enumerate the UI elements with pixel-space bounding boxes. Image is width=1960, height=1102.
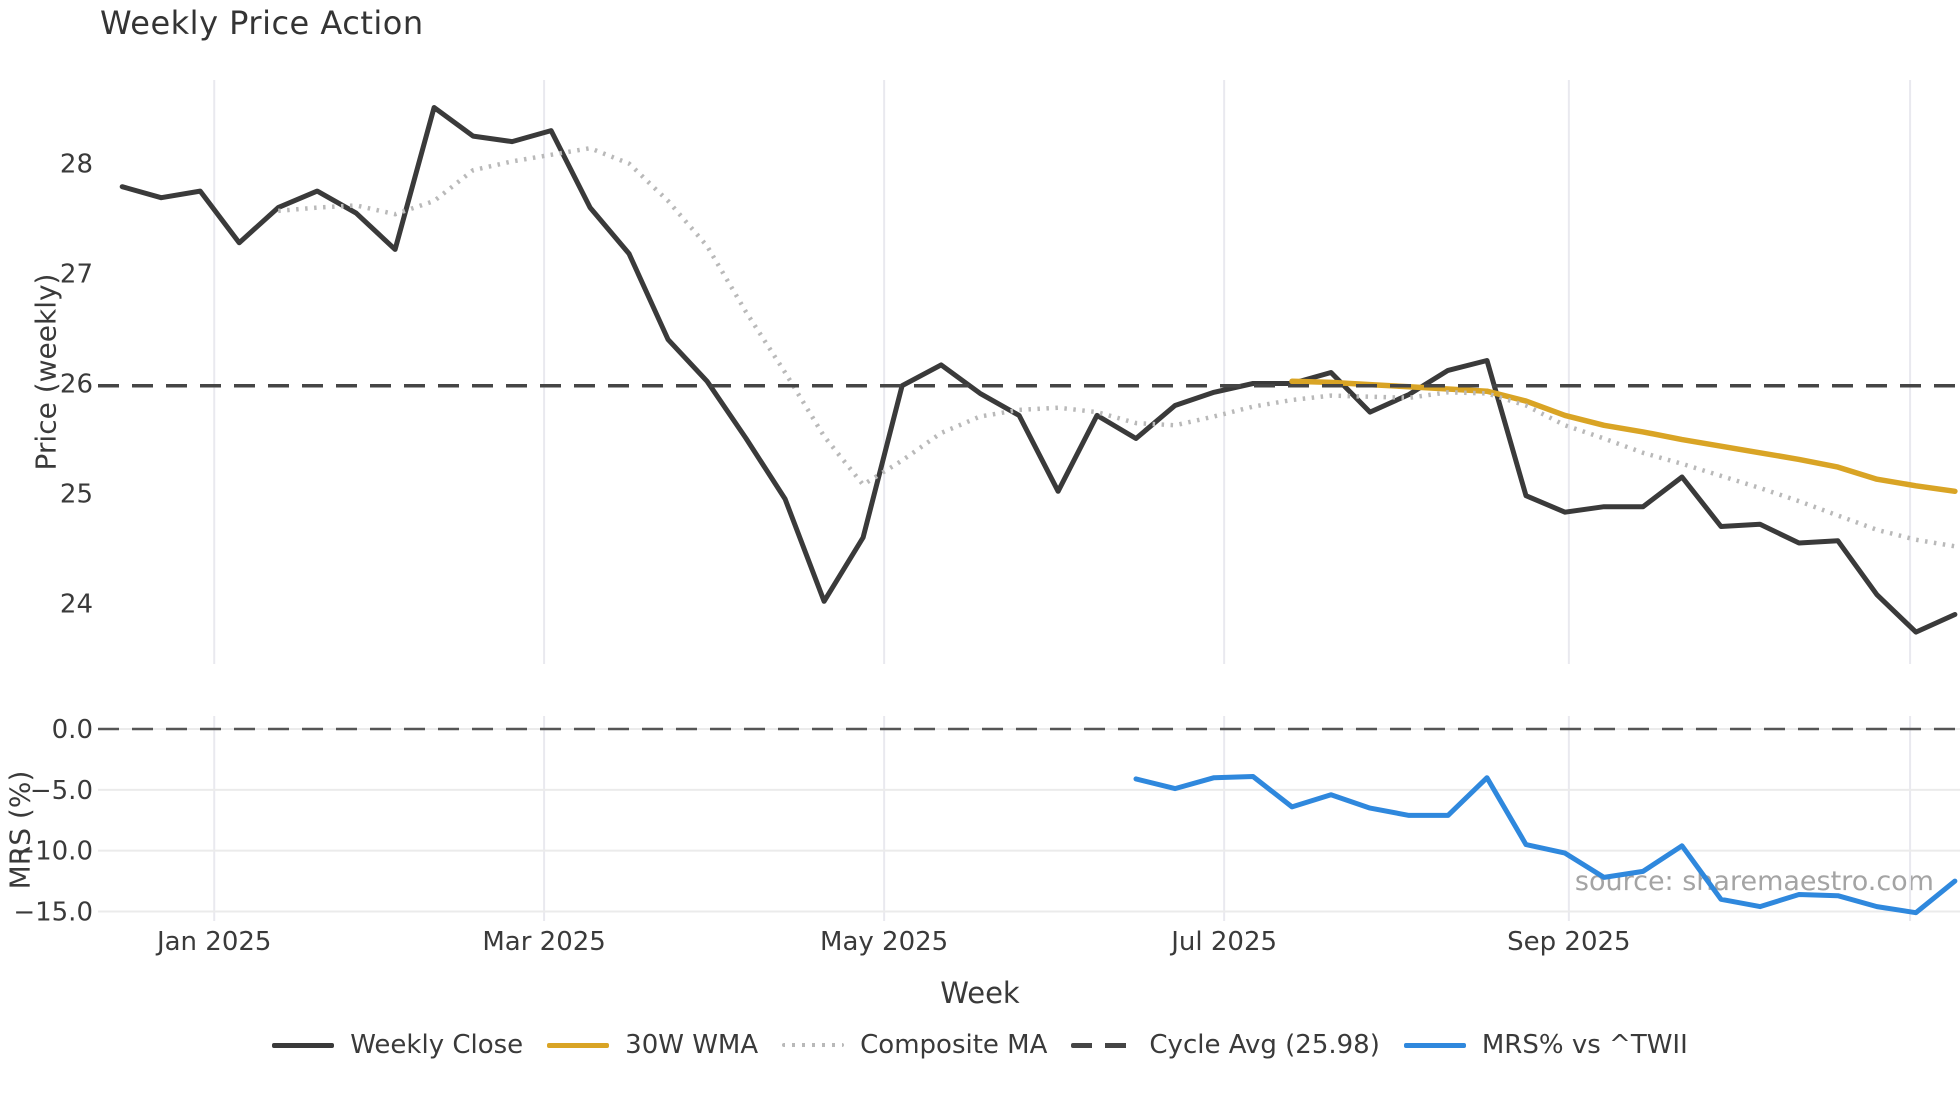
chart-title: Weekly Price Action <box>100 4 424 42</box>
weekly-close-line <box>119 105 1958 635</box>
legend-item: 30W WMA <box>547 1030 758 1060</box>
y-tick-label: 27 <box>60 260 93 290</box>
y-axis-label-price: Price (weekly) <box>29 273 63 471</box>
legend-label: MRS% vs ^TWII <box>1481 1030 1688 1060</box>
legend-label: Cycle Avg (25.98) <box>1149 1030 1380 1060</box>
legend-label: 30W WMA <box>625 1030 759 1060</box>
x-tick-label: Jul 2025 <box>1169 927 1277 957</box>
x-tick-label: Jan 2025 <box>155 927 272 957</box>
30w-wma-line <box>1289 378 1958 495</box>
legend-item: MRS% vs ^TWII <box>1403 1030 1688 1060</box>
y-tick-label: −10.0 <box>13 837 93 867</box>
y-tick-label: −5.0 <box>30 776 93 806</box>
x-axis-label: Week <box>940 976 1020 1010</box>
mrs-vs-twii-line <box>1133 774 1958 916</box>
x-tick-label: Sep 2025 <box>1507 927 1630 957</box>
legend-swatch-solid <box>272 1042 335 1048</box>
legend-item: Cycle Avg (25.98) <box>1071 1030 1380 1060</box>
legend-swatch-solid <box>547 1042 610 1048</box>
y-tick-label: 0.0 <box>52 715 93 745</box>
y-tick-label: −15.0 <box>13 898 93 928</box>
legend-item: Composite MA <box>782 1030 1047 1060</box>
legend: Weekly Close 30W WMA Composite MA Cycle Avg… <box>0 1030 1960 1060</box>
composite-ma-line <box>278 145 1956 549</box>
legend-swatch-dotted <box>782 1043 845 1047</box>
y-tick-label: 28 <box>60 150 93 180</box>
legend-label: Weekly Close <box>350 1030 524 1060</box>
legend-swatch-solid <box>1403 1042 1466 1048</box>
legend-swatch-dashed <box>1071 1042 1134 1048</box>
x-tick-label: May 2025 <box>820 927 948 957</box>
legend-label: Composite MA <box>860 1030 1048 1060</box>
y-tick-label: 25 <box>60 480 93 510</box>
x-tick-label: Mar 2025 <box>482 927 606 957</box>
y-tick-label: 24 <box>60 590 93 620</box>
y-tick-label: 26 <box>60 370 93 400</box>
y-axis-label-mrs: MRS (%) <box>3 770 37 890</box>
legend-item: Weekly Close <box>272 1030 523 1060</box>
